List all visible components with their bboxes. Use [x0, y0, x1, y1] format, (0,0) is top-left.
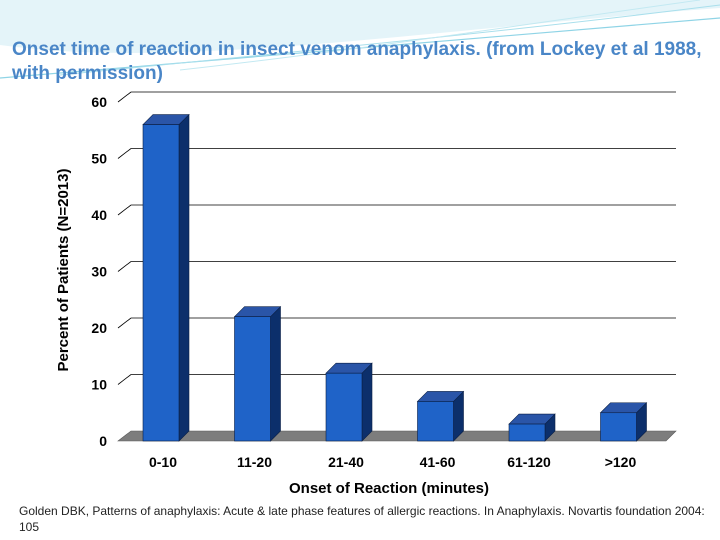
y-tick-label: 50 [91, 151, 107, 167]
chart-grid [117, 91, 676, 385]
chart-bars [142, 113, 648, 442]
bar [416, 390, 465, 442]
bar-front-face [234, 316, 271, 442]
gridline-diagonal [117, 91, 132, 103]
bar-front-face [142, 124, 180, 442]
bar [142, 113, 190, 442]
y-axis-label: Percent of Patients (N=2013) [55, 169, 72, 372]
x-axis-label: Onset of Reaction (minutes) [289, 480, 489, 497]
x-tick-labels: 0-10 11-20 21-40 41-60 61-120 >120 [149, 454, 636, 470]
header-wave-line [59, 4, 720, 76]
bar-front-face [508, 423, 546, 442]
gridline-diagonal [117, 204, 132, 216]
x-tick-label: 11-20 [237, 454, 272, 470]
bar-front-face [325, 372, 363, 442]
header-wave-line [179, 0, 701, 71]
slide-decoration [0, 0, 720, 79]
bar [599, 402, 648, 442]
bar-side-face [178, 113, 190, 442]
header-wave-band [0, 0, 720, 53]
y-tick-label: 30 [91, 264, 107, 280]
bar-front-face [600, 412, 637, 442]
y-tick-label: 0 [99, 433, 107, 449]
x-tick-label: 61-120 [507, 454, 551, 470]
bar-front-face [417, 401, 454, 442]
gridline-diagonal [117, 374, 132, 385]
bar-side-face [270, 305, 281, 442]
y-tick-label: 20 [91, 320, 107, 336]
slide-title: Onset time of reaction in insect venom a… [12, 39, 702, 84]
gridline-diagonal [117, 317, 132, 329]
bar [233, 305, 282, 442]
x-tick-label: 0-10 [149, 454, 177, 470]
bar-side-face [361, 362, 373, 442]
bar [325, 362, 373, 442]
x-tick-label: 21-40 [328, 454, 364, 470]
y-tick-label: 10 [91, 377, 107, 393]
x-tick-label: 41-60 [420, 454, 456, 470]
chart-floor-plane [117, 430, 677, 442]
x-tick-label: >120 [605, 454, 637, 470]
bar [508, 413, 556, 442]
chart-floor [117, 430, 677, 442]
y-tick-label: 60 [91, 94, 107, 110]
y-tick-labels: 0 10 20 30 40 50 60 [91, 94, 107, 449]
gridline-diagonal [117, 148, 132, 159]
y-tick-label: 40 [91, 207, 107, 223]
gridline-diagonal [117, 261, 132, 272]
source-caption: Golden DBK, Patterns of anaphylaxis: Acu… [19, 504, 705, 534]
